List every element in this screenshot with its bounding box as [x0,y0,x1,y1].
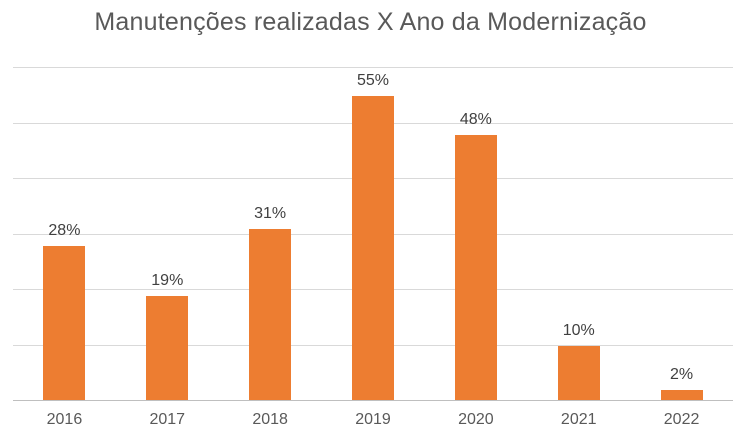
x-axis-label-2016: 2016 [46,411,83,428]
chart-title: Manutenções realizadas X Ano da Moderniz… [94,8,647,36]
plot-area: 28% 19% 31% 55% 48% 10% 2% [13,67,733,401]
x-axis-label-2020: 2020 [458,411,494,428]
data-label-2019: 55% [356,71,390,89]
x-axis-label-2022: 2022 [663,411,700,428]
data-label-2016: 28% [48,221,81,239]
x-axis-label-2021: 2021 [560,411,597,428]
bar-slot-2018: 31% [219,68,322,401]
bar-2019 [352,95,394,401]
data-label-2017: 19% [151,271,184,289]
data-label-2020: 48% [459,110,492,128]
x-axis-line [13,400,733,401]
bar-2018 [249,228,292,401]
bar-slot-2020: 48% [424,68,527,401]
bar-2017 [146,295,189,401]
data-label-2018: 31% [254,204,287,222]
gridline-60 [13,67,733,68]
bar-slot-2019: 55% [322,68,425,401]
data-label-2022: 2% [670,365,694,383]
data-label-2021: 10% [562,321,595,339]
bars-layer: 28% 19% 31% 55% 48% 10% 2% [13,68,733,401]
bar-2022 [660,389,703,401]
x-axis-label-2018: 2018 [252,411,288,428]
bar-slot-2016: 28% [13,68,116,401]
x-axis-label-2017: 2017 [149,411,186,428]
bar-slot-2022: 2% [630,68,733,401]
x-axis-labels: 2016 2017 2018 2019 2020 2021 2022 [13,411,733,429]
x-axis-label-2019: 2019 [355,411,391,428]
bar-2021 [557,345,600,401]
bar-2016 [43,245,86,401]
bar-slot-2017: 19% [116,68,219,401]
bar-2020 [454,134,497,401]
bar-slot-2021: 10% [527,68,630,401]
